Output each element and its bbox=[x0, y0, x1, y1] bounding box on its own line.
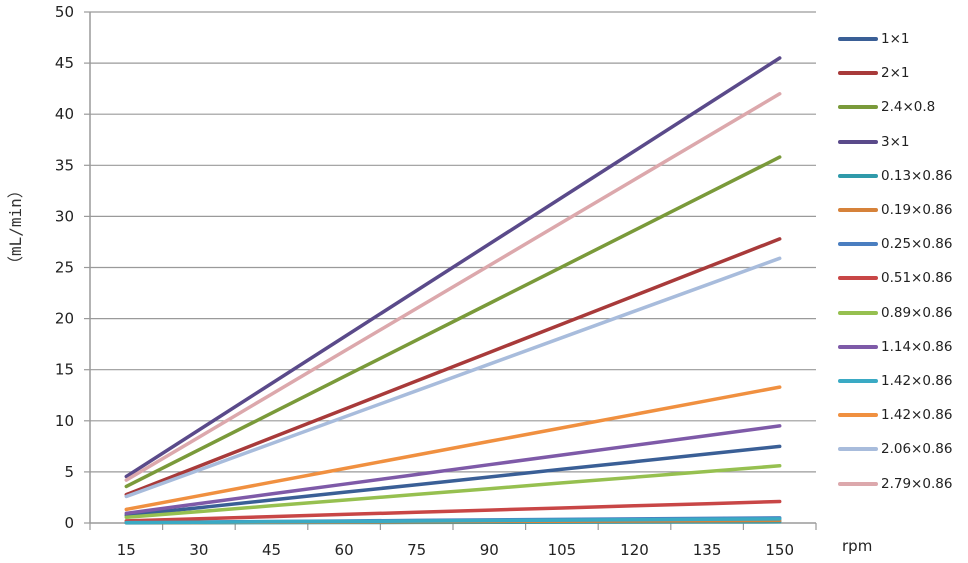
y-tick-label: 50 bbox=[55, 3, 74, 21]
legend-item: 2.4×0.8 bbox=[838, 90, 952, 124]
legend-label: 0.13×0.86 bbox=[881, 167, 953, 184]
legend-label: 2.79×0.86 bbox=[881, 475, 953, 492]
series-line bbox=[124, 56, 782, 479]
legend-item: 0.25×0.86 bbox=[838, 227, 952, 261]
legend-label: 0.51×0.86 bbox=[881, 270, 953, 287]
x-tick-label: 135 bbox=[693, 541, 722, 559]
legend-item: 2.06×0.86 bbox=[838, 432, 952, 466]
x-axis-title: rpm bbox=[842, 537, 873, 555]
gridlines bbox=[90, 11, 816, 473]
legend-swatch-icon bbox=[838, 105, 878, 110]
legend-item: 1.42×0.86 bbox=[838, 398, 952, 432]
legend-label: 0.89×0.86 bbox=[881, 304, 953, 321]
legend-item: 3×1 bbox=[838, 125, 952, 159]
legend-swatch-icon bbox=[838, 173, 878, 178]
legend-swatch-icon bbox=[838, 378, 878, 383]
y-tick-label: 25 bbox=[55, 259, 74, 277]
legend-label: 2×1 bbox=[881, 65, 910, 82]
legend-item: 2×1 bbox=[838, 56, 952, 90]
y-tick-label: 5 bbox=[64, 463, 74, 481]
x-tick-label: 60 bbox=[335, 541, 354, 559]
x-tick-label: 150 bbox=[765, 541, 794, 559]
x-tick-label: 30 bbox=[189, 541, 208, 559]
series-line bbox=[124, 464, 782, 520]
x-tick-label: 90 bbox=[480, 541, 499, 559]
legend-swatch-icon bbox=[838, 413, 878, 418]
y-tick-label: 0 bbox=[64, 514, 74, 532]
y-tick-label: 20 bbox=[55, 310, 74, 328]
x-tick-label: 75 bbox=[407, 541, 426, 559]
legend-item: 2.79×0.86 bbox=[838, 466, 952, 500]
legend-item: 0.13×0.86 bbox=[838, 159, 952, 193]
legend-item: 1×1 bbox=[838, 22, 952, 56]
series-line bbox=[124, 92, 782, 482]
y-tick-label: 30 bbox=[55, 207, 74, 225]
legend-label: 0.25×0.86 bbox=[881, 236, 953, 253]
series-line bbox=[124, 385, 782, 512]
tick-labels: 0 5 10 15 20 25 30 35 40 45 50 15 30 45 60 75 90 105 120 13… bbox=[55, 3, 794, 559]
legend-swatch-icon bbox=[838, 37, 878, 42]
legend-label: 1.42×0.86 bbox=[881, 372, 953, 389]
legend-swatch-icon bbox=[838, 481, 878, 486]
y-axis-title: （mL/min） bbox=[6, 182, 25, 272]
x-tick-label: 105 bbox=[548, 541, 577, 559]
legend-label: 2.4×0.8 bbox=[881, 99, 936, 116]
y-tick-label: 10 bbox=[55, 412, 74, 430]
y-tick-label: 40 bbox=[55, 105, 74, 123]
series-line bbox=[124, 155, 782, 489]
legend-label: 2.06×0.86 bbox=[881, 441, 953, 458]
legend-label: 3×1 bbox=[881, 133, 910, 150]
legend-swatch-icon bbox=[838, 139, 878, 144]
legend-label: 1×1 bbox=[881, 31, 910, 48]
y-tick-label: 35 bbox=[55, 156, 74, 174]
series-line bbox=[124, 256, 782, 499]
legend-swatch-icon bbox=[838, 310, 878, 315]
legend-swatch-icon bbox=[838, 242, 878, 247]
series-lines bbox=[124, 56, 782, 525]
y-tick-label: 15 bbox=[55, 361, 74, 379]
legend-swatch-icon bbox=[838, 208, 878, 213]
series-line bbox=[124, 237, 782, 497]
x-tick-label: 15 bbox=[117, 541, 136, 559]
x-tick-label: 120 bbox=[620, 541, 649, 559]
series-line bbox=[124, 517, 782, 525]
series-line bbox=[124, 444, 782, 518]
legend-label: 0.19×0.86 bbox=[881, 202, 953, 219]
legend-swatch-icon bbox=[838, 276, 878, 281]
x-tick-label: 45 bbox=[262, 541, 281, 559]
legend-swatch-icon bbox=[838, 344, 878, 349]
legend-item: 0.89×0.86 bbox=[838, 296, 952, 330]
y-tick-label: 45 bbox=[55, 54, 74, 72]
series-line bbox=[124, 424, 782, 516]
legend-item: 1.42×0.86 bbox=[838, 364, 952, 398]
legend-item: 0.19×0.86 bbox=[838, 193, 952, 227]
series-line bbox=[124, 499, 782, 523]
legend-item: 1.14×0.86 bbox=[838, 330, 952, 364]
legend-label: 1.14×0.86 bbox=[881, 338, 953, 355]
legend-swatch-icon bbox=[838, 447, 878, 452]
legend-label: 1.42×0.86 bbox=[881, 407, 953, 424]
legend-swatch-icon bbox=[838, 71, 878, 76]
legend-item: 0.51×0.86 bbox=[838, 261, 952, 295]
legend: 1×1 2×1 2.4×0.8 3×1 0.13×0.86 0.19×0.86 0.25×0… bbox=[838, 22, 952, 501]
